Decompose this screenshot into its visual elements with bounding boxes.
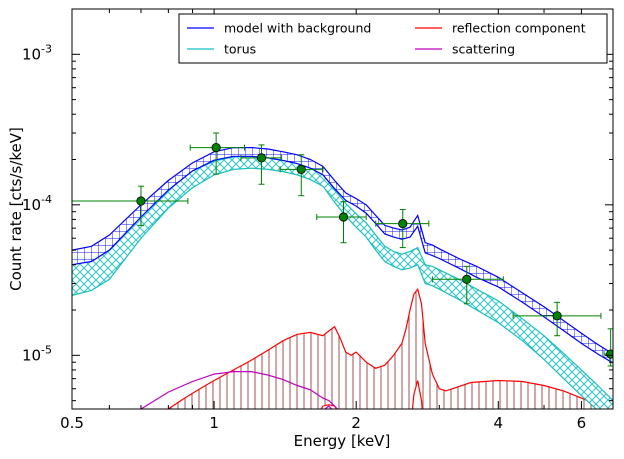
data-point: [240, 144, 283, 185]
model-with-background-lower-line: [72, 155, 613, 364]
legend-entry: reflection component: [415, 21, 586, 36]
model-bands: [72, 147, 613, 409]
data-marker: [256, 153, 267, 163]
model-with-background-band: [72, 147, 613, 363]
y-tick-label: 10-4: [22, 193, 52, 214]
x-tick-label: 0.5: [60, 414, 84, 432]
torus-lower-line: [72, 167, 598, 409]
y-tick-label: 10-5: [22, 343, 52, 364]
data-marker: [552, 311, 562, 321]
scattering-lower-line: [323, 405, 333, 409]
x-tick-label: 1: [209, 414, 219, 432]
x-tick-label: 2: [351, 414, 361, 432]
plot-frame: [71, 8, 614, 410]
data-point: [189, 132, 246, 175]
data-point: [375, 209, 430, 249]
data-marker: [462, 274, 472, 284]
legend-label: scattering: [452, 42, 515, 57]
data-point: [431, 265, 504, 305]
y-axis-label: Count rate [cts/s/keV]: [7, 127, 25, 291]
x-tick-label: 6: [577, 414, 587, 432]
data-marker: [398, 219, 408, 229]
torus-upper-line: [72, 155, 613, 402]
legend-label: model with background: [224, 21, 371, 36]
data-marker: [338, 212, 349, 222]
torus-band: [72, 156, 613, 409]
x-axis-label: Energy [keV]: [294, 432, 391, 450]
legend: model with background torus reflection com…: [178, 13, 608, 64]
data-points: [72, 132, 613, 367]
data-point: [316, 201, 367, 244]
data-point: [72, 185, 189, 226]
data-point: [512, 301, 602, 337]
legend-entry: model with background: [187, 21, 371, 36]
data-marker: [296, 164, 306, 174]
model-with-background-upper-line: [72, 147, 613, 355]
y-tick-labels: 10-5 10-4 10-3: [22, 42, 52, 364]
scattering-upper-line: [140, 371, 339, 409]
y-tick-label: 10-3: [22, 42, 52, 63]
data-point: [603, 328, 613, 367]
reflection-component-upper-line: [167, 287, 613, 409]
legend-label: reflection component: [452, 21, 586, 36]
legend-entry: torus: [187, 42, 256, 57]
data-marker: [136, 196, 146, 206]
data-point: [279, 154, 324, 197]
legend-entry: scattering: [415, 42, 515, 57]
x-tick-label: 4: [494, 414, 504, 432]
data-marker: [211, 142, 221, 153]
legend-label: torus: [224, 42, 256, 57]
data-marker: [606, 349, 613, 359]
legend-box: [178, 13, 608, 64]
plot-area: [72, 132, 613, 409]
x-tick-labels: 0.5 1 2 4 6: [60, 414, 586, 432]
